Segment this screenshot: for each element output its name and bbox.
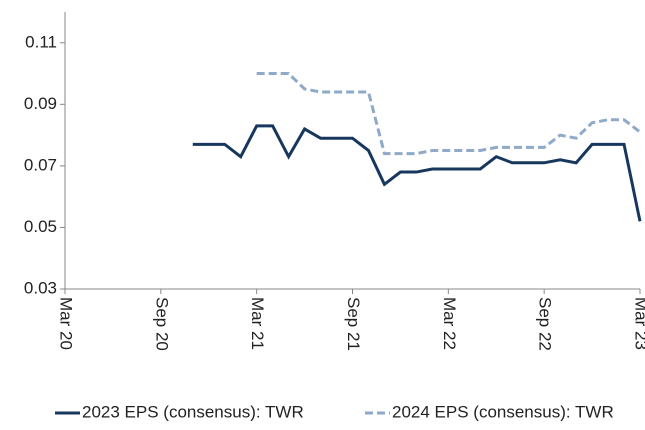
y-tick-label: 0.03 — [24, 278, 57, 297]
y-tick-label: 0.07 — [24, 155, 57, 174]
legend-label: 2023 EPS (consensus): TWR — [82, 402, 304, 421]
x-tick-label: Sep 22 — [536, 297, 555, 351]
y-tick-label: 0.11 — [25, 32, 57, 51]
x-tick-label: Sep 20 — [152, 297, 171, 351]
x-tick-label: Mar 20 — [57, 297, 76, 350]
y-tick-label: 0.09 — [24, 94, 57, 113]
x-tick-label: Mar 22 — [440, 297, 459, 350]
series-line — [256, 72, 641, 156]
y-tick-label: 0.05 — [24, 217, 57, 236]
x-tick-label: Mar 21 — [248, 297, 267, 350]
series-line — [192, 124, 642, 222]
legend-label: 2024 EPS (consensus): TWR — [392, 402, 614, 421]
x-tick-label: Sep 21 — [344, 297, 363, 351]
x-tick-label: Mar 23 — [632, 297, 645, 350]
